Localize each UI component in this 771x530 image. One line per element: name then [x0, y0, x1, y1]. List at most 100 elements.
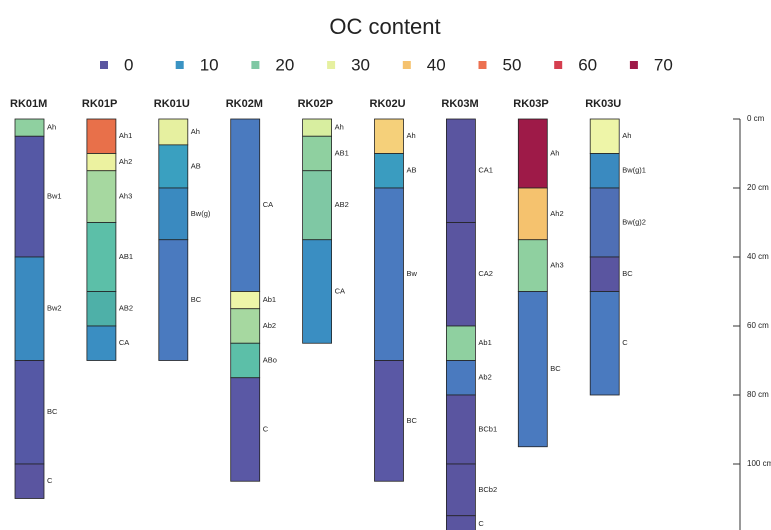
horizon	[302, 170, 333, 241]
y-tick-label: 0 cm	[747, 114, 765, 123]
horizon	[14, 135, 45, 258]
legend-swatch	[402, 61, 411, 69]
horizon	[589, 187, 620, 258]
horizon	[14, 256, 45, 361]
legend-label: 20	[275, 55, 294, 74]
legend-label: 50	[503, 55, 522, 74]
legend-swatch	[478, 61, 487, 69]
horizon-label: Ah	[335, 123, 344, 132]
horizon	[230, 308, 261, 344]
y-tick-label: 40 cm	[747, 252, 769, 261]
horizon-label: C	[263, 424, 269, 433]
horizon-label: CA1	[478, 166, 493, 175]
legend-label: 0	[124, 55, 133, 74]
horizon	[517, 118, 548, 189]
profile-name: RK02P	[298, 98, 333, 110]
horizon-label: Ah2	[550, 209, 563, 218]
horizon	[14, 118, 45, 137]
horizon	[374, 118, 404, 154]
horizon-label: Ah	[407, 131, 416, 140]
horizon-label: Ah2	[119, 157, 132, 166]
horizon-label: C	[622, 338, 628, 347]
horizon-label: C	[47, 476, 53, 485]
horizon-label: Bw2	[47, 304, 62, 313]
horizon-label: BC	[407, 416, 418, 425]
horizon-label: Bw(g)	[191, 209, 211, 218]
horizon-label: Ah3	[550, 261, 563, 270]
horizon	[230, 291, 261, 310]
horizon-label: C	[478, 519, 484, 528]
horizon	[374, 153, 404, 189]
legend-label: 70	[654, 55, 673, 74]
legend-swatch	[327, 61, 336, 69]
horizon-label: Ah	[191, 127, 200, 136]
horizon	[374, 360, 404, 482]
horizon	[158, 239, 189, 361]
horizon	[302, 239, 333, 344]
horizon-label: Ah	[47, 123, 56, 132]
horizon-label: CA	[263, 200, 273, 209]
horizon-label: AB	[191, 161, 201, 170]
profile-name: RK02M	[226, 98, 263, 110]
horizon	[445, 463, 476, 517]
horizon	[158, 118, 189, 146]
y-tick-label: 100 cm	[747, 459, 771, 468]
horizon	[445, 360, 476, 396]
horizon	[589, 118, 620, 154]
horizon-label: Ab2	[263, 321, 276, 330]
profile-name: RK03M	[441, 98, 478, 110]
horizon-label: CA	[119, 338, 129, 347]
legend-label: 60	[578, 55, 597, 74]
horizon-label: AB1	[335, 148, 349, 157]
horizon	[158, 187, 189, 241]
profile-name: RK03P	[513, 98, 548, 110]
horizon	[589, 256, 620, 292]
profile-name: RK01P	[82, 98, 117, 110]
legend-swatch	[175, 61, 184, 69]
horizon-label: Ab1	[263, 295, 276, 304]
legend-swatch	[251, 61, 260, 69]
horizon-label: AB2	[335, 200, 349, 209]
horizon-label: AB	[407, 166, 417, 175]
y-tick-label: 60 cm	[747, 321, 769, 330]
horizon	[445, 222, 476, 327]
horizon-label: BCb1	[478, 424, 497, 433]
horizon	[158, 144, 189, 189]
profile-name: RK01U	[154, 98, 190, 110]
y-tick-label: 20 cm	[747, 183, 769, 192]
horizon-label: Ah	[622, 131, 631, 140]
horizon	[230, 118, 261, 292]
horizon-label: BCb2	[478, 485, 497, 494]
horizon	[14, 360, 45, 465]
y-tick-label: 80 cm	[747, 390, 769, 399]
legend-swatch	[629, 61, 638, 69]
legend-swatch	[100, 61, 108, 69]
horizon	[86, 118, 117, 154]
legend-label: 10	[200, 55, 219, 74]
horizon-label: Bw1	[47, 192, 62, 201]
horizon	[445, 515, 476, 530]
horizon-label: BC	[47, 407, 58, 416]
horizon	[302, 135, 333, 172]
horizon	[589, 153, 620, 189]
horizon-label: Bw(g)1	[622, 166, 646, 175]
horizon-label: Bw	[407, 269, 418, 278]
legend-swatch	[554, 61, 563, 69]
profile-name: RK03U	[585, 98, 621, 110]
legend-label: 30	[351, 55, 370, 74]
horizon	[14, 463, 45, 499]
horizon	[517, 291, 548, 448]
horizon-label: ABo	[263, 355, 277, 364]
profile-name: RK01M	[10, 98, 47, 110]
horizon	[445, 394, 476, 465]
horizon	[230, 342, 261, 379]
profile-name: RK02U	[370, 98, 406, 110]
legend-label: 40	[427, 55, 446, 74]
horizon	[86, 222, 117, 292]
horizon	[589, 291, 620, 396]
horizon	[230, 377, 261, 482]
horizon	[86, 291, 117, 327]
horizon	[517, 187, 548, 241]
horizon-label: BC	[191, 295, 202, 304]
